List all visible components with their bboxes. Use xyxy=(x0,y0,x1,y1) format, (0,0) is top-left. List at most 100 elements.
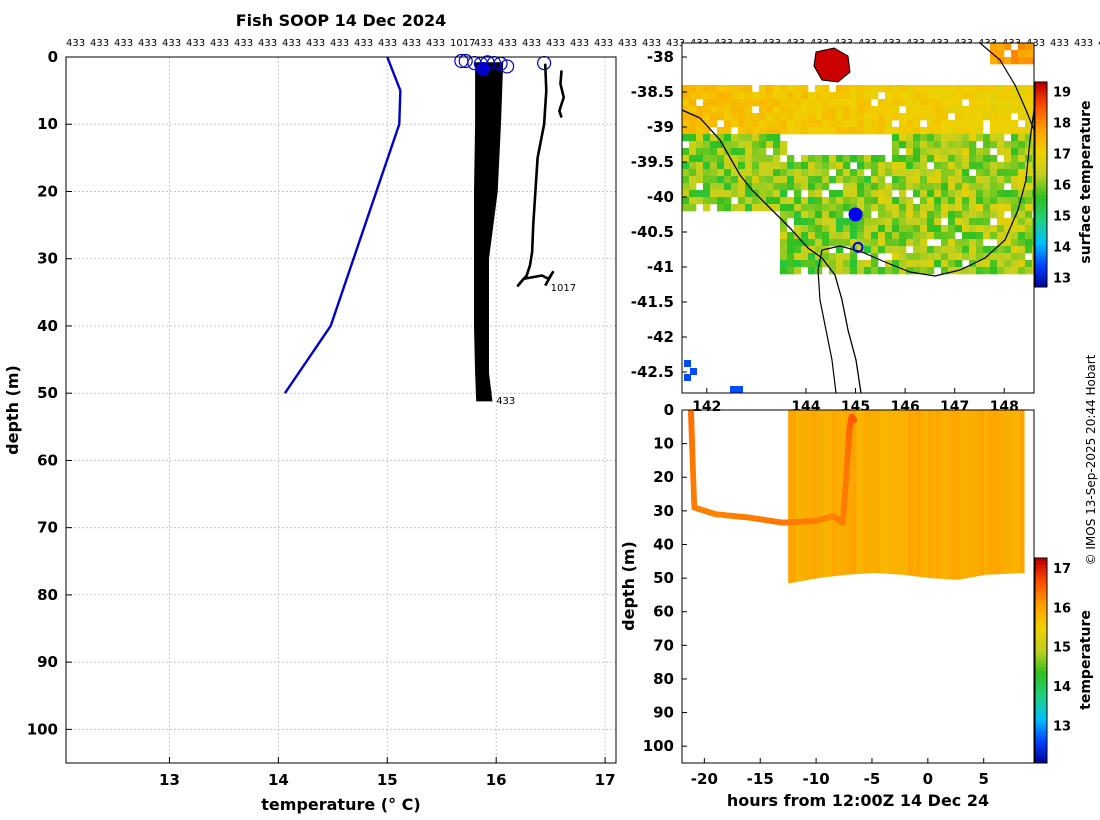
sst-cell xyxy=(976,267,984,275)
sst-cell xyxy=(997,204,1005,212)
cast-id-label: 433 xyxy=(666,38,685,49)
sst-cell xyxy=(934,218,942,226)
sst-cell xyxy=(829,218,837,226)
sst-cell xyxy=(948,253,956,261)
sst-cell xyxy=(920,260,928,268)
sst-cell xyxy=(997,43,1005,51)
map-y-tick-label: -38 xyxy=(647,48,674,66)
sst-cell xyxy=(773,99,781,107)
sst-cell xyxy=(780,127,788,135)
sst-cell xyxy=(689,183,697,191)
map-y-tick-label: -41.5 xyxy=(631,293,674,311)
sst-cell xyxy=(752,155,760,163)
sst-cell xyxy=(717,141,725,149)
sst-cell xyxy=(1011,162,1019,170)
sst-cell xyxy=(766,162,774,170)
colorbar-segment xyxy=(1035,701,1047,706)
colorbar-segment xyxy=(1035,725,1047,730)
sst-cell xyxy=(920,183,928,191)
sst-cell xyxy=(829,260,837,268)
sst-cell xyxy=(1018,127,1026,135)
sst-cell xyxy=(815,176,823,184)
colorbar-segment xyxy=(1035,609,1047,614)
sst-cell xyxy=(934,141,942,149)
sst-cell xyxy=(696,190,704,198)
sst-cell xyxy=(738,148,746,156)
sst-cell xyxy=(948,176,956,184)
sst-cell xyxy=(752,92,760,100)
sst-cell xyxy=(934,106,942,114)
sst-cell xyxy=(983,148,991,156)
sst-cell xyxy=(864,176,872,184)
colorbar-segment xyxy=(1035,266,1047,271)
sst-cell xyxy=(710,155,718,163)
sst-cell xyxy=(703,190,711,198)
sst-cell xyxy=(969,92,977,100)
colorbar-segment xyxy=(1035,592,1047,596)
sst-cell xyxy=(794,85,802,93)
sst-cell xyxy=(836,246,844,254)
section-strip xyxy=(904,410,909,576)
sst-cell xyxy=(892,204,900,212)
sst-cell xyxy=(969,85,977,93)
sst-cell xyxy=(689,113,697,121)
sst-cell xyxy=(1025,127,1033,135)
section-strip xyxy=(964,410,969,579)
colorbar-segment xyxy=(1035,263,1047,267)
section-xlabel: hours from 12:00Z 14 Dec 24 xyxy=(727,791,989,810)
sst-cell xyxy=(976,106,984,114)
sst-cell xyxy=(787,183,795,191)
sst-cell xyxy=(934,197,942,205)
sst-cell xyxy=(843,127,851,135)
colorbar-segment xyxy=(1035,215,1047,220)
sst-cell xyxy=(724,141,732,149)
sst-cell xyxy=(920,246,928,254)
colorbar-segment xyxy=(1035,252,1047,257)
section-colorbar-label: temperature xyxy=(1078,610,1094,710)
sst-cell xyxy=(1018,85,1026,93)
sst-cell xyxy=(857,204,865,212)
sst-cell xyxy=(682,155,690,163)
sst-cell xyxy=(724,99,732,107)
section-strip xyxy=(972,410,977,577)
sst-cell xyxy=(745,204,753,212)
sst-cell xyxy=(913,99,921,107)
sst-cell xyxy=(955,197,963,205)
sst-cell xyxy=(1025,246,1033,254)
colorbar-segment xyxy=(1035,246,1047,250)
sst-cell xyxy=(1025,169,1033,177)
map-markers xyxy=(848,207,864,253)
sst-cell xyxy=(976,176,984,184)
y-tick-label: 80 xyxy=(37,586,58,604)
sst-cell xyxy=(899,127,907,135)
sst-cell xyxy=(1018,225,1026,233)
sst-cell xyxy=(738,127,746,135)
sst-cell xyxy=(787,246,795,254)
sst-cell xyxy=(934,225,942,233)
profile-lines xyxy=(283,56,566,394)
colorbar-segment xyxy=(1035,116,1047,120)
sst-cell xyxy=(906,162,914,170)
sst-cell xyxy=(955,99,963,107)
cast-id-label: 433 xyxy=(1074,38,1093,49)
sst-cell xyxy=(745,85,753,93)
sst-cell xyxy=(885,232,893,240)
y-tick-label: 90 xyxy=(37,653,58,671)
section-x-tick-label: -20 xyxy=(691,770,718,788)
cast-id-label: 433 xyxy=(1026,38,1045,49)
sst-cell xyxy=(745,127,753,135)
sst-cell xyxy=(843,183,851,191)
sst-cell xyxy=(962,127,970,135)
colorbar-segment xyxy=(1035,677,1047,682)
sst-cell xyxy=(941,267,949,275)
sst-cell xyxy=(703,162,711,170)
sst-cell xyxy=(1004,85,1012,93)
sst-cell xyxy=(934,176,942,184)
sst-cell xyxy=(696,120,704,128)
colorbar-segment xyxy=(1035,123,1047,127)
sst-cell xyxy=(913,141,921,149)
sst-cell xyxy=(899,183,907,191)
colorbar-segment xyxy=(1035,599,1047,603)
sst-cell xyxy=(773,169,781,177)
sst-cell xyxy=(787,197,795,205)
